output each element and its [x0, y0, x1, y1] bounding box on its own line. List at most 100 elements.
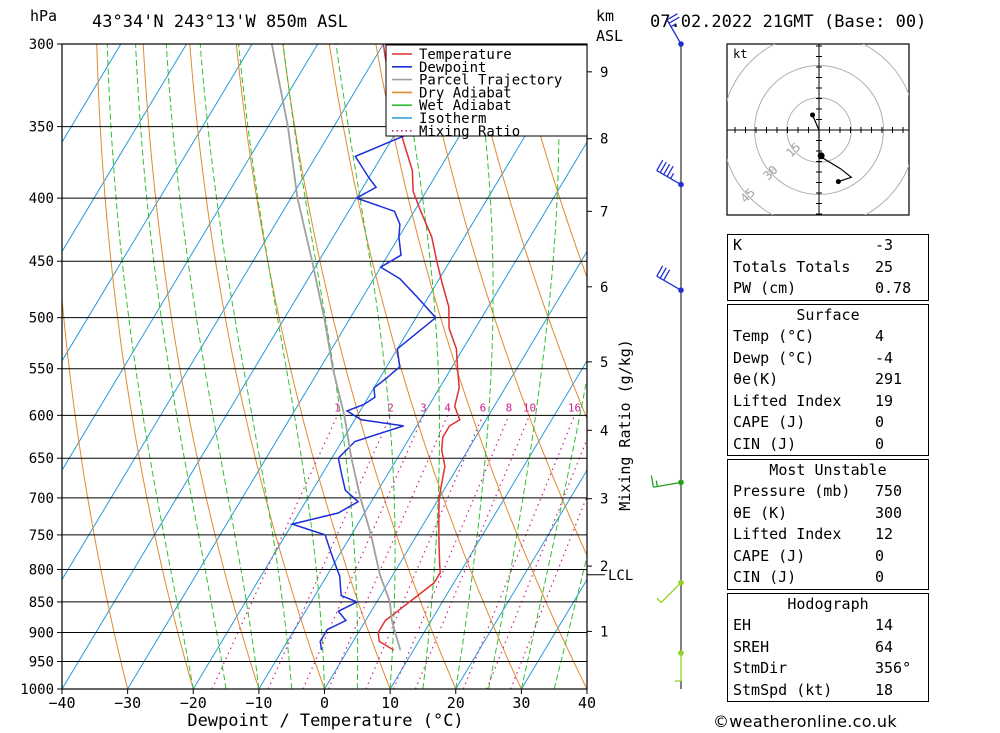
temperature-tick-label: 10	[381, 694, 399, 712]
wet-adiabat-line	[455, 44, 494, 689]
pressure-tick-label: 550	[29, 362, 54, 378]
surface-index-value: 0	[875, 413, 885, 431]
unstable-index-row: CAPE (J) 0	[728, 546, 928, 568]
basic-indices-table: K -3 Totals Totals 25 PW (cm) 0.78	[727, 234, 929, 301]
hodograph-index-row: EH 14	[728, 615, 928, 637]
pressure-tick-label: 900	[29, 626, 54, 642]
dewpoint-line	[289, 44, 445, 651]
dry-adiabat-line	[142, 44, 260, 689]
hodograph-title: Hodograph	[787, 595, 869, 613]
mixing-ratio-line	[486, 437, 587, 689]
legend-entry: Temperature	[419, 47, 512, 63]
pressure-tick-label: 850	[29, 595, 54, 611]
wet-adiabat-line	[238, 44, 325, 689]
hodograph-table: Hodograph EH 14 SREH 64 StmDir 356° StmSpd (kt…	[727, 593, 929, 702]
wind-barb-flag	[668, 16, 680, 24]
hodograph-index-value: 64	[875, 637, 894, 656]
pressure-tick-label: 400	[29, 191, 54, 207]
wet-adiabat-line	[135, 44, 227, 689]
unstable-index-value: 750	[875, 482, 903, 500]
surface-index-value: 291	[875, 370, 903, 388]
basic-index-label: Totals Totals	[733, 257, 851, 276]
lcl-label: LCL	[608, 568, 633, 584]
surface-index-label: Lifted Index	[733, 391, 842, 410]
wind-barb-staff	[660, 582, 682, 603]
dry-adiabat-line	[514, 44, 587, 279]
wind-barb-flag	[670, 23, 677, 28]
copyright-link[interactable]: ©weatheronline.co.uk	[713, 712, 897, 731]
dry-adiabat-line	[468, 44, 587, 421]
surface-index-row: Lifted Index 19	[728, 391, 928, 413]
basic-index-value: 0.78	[875, 279, 912, 297]
surface-index-label: CAPE (J)	[733, 413, 806, 431]
mixing-ratio-label: 6	[480, 401, 487, 414]
basic-index-row: PW (cm) 0.78	[728, 278, 928, 300]
km-label: km	[596, 7, 615, 25]
altitude-tick-label: 2	[600, 559, 608, 575]
temperature-tick-label: −40	[48, 694, 75, 712]
basic-index-row: K -3	[728, 235, 928, 257]
temperature-tick-label: 20	[447, 694, 465, 712]
basic-index-label: PW (cm)	[733, 279, 797, 297]
basic-index-value: -3	[875, 236, 894, 254]
hodograph-marker	[810, 112, 816, 118]
isotherm-line	[62, 44, 187, 253]
pressure-tick-label: 350	[29, 120, 54, 136]
unstable-index-row: θE (K) 300	[728, 503, 928, 525]
plot-frame	[61, 43, 588, 690]
hodograph-index-row: StmDir 356°	[728, 658, 928, 680]
legend-entry: Mixing Ratio	[419, 124, 520, 140]
surface-index-row: Temp (°C) 4	[728, 326, 928, 348]
surface-index-value: 0	[875, 434, 885, 453]
altitude-tick-label: 1	[600, 624, 608, 640]
wind-barb-flag	[656, 597, 662, 603]
datetime-title: 07.02.2022 21GMT (Base: 00)	[650, 12, 927, 32]
parcel-trajectory-line	[270, 44, 402, 651]
wind-barb-flag	[656, 159, 664, 171]
altitude-tick-label: 9	[600, 65, 608, 81]
isotherm-line	[192, 44, 581, 689]
surface-index-row: θe(K) 291	[728, 369, 928, 391]
pressure-tick-label: 600	[29, 408, 54, 424]
hodograph-index-value: 356°	[875, 659, 912, 677]
isotherm-line	[455, 469, 587, 689]
surface-index-value: -4	[875, 348, 894, 367]
surface-index-row: CAPE (J) 0	[728, 412, 928, 434]
most-unstable-table: Most Unstable Pressure (mb) 750 θE (K) 300 L…	[727, 459, 929, 590]
surface-index-label: Temp (°C)	[733, 327, 815, 345]
temperature-tick-label: 0	[320, 694, 329, 712]
hodograph-index-label: EH	[733, 616, 752, 634]
dry-adiabat-line	[282, 44, 457, 689]
pressure-tick-label: 300	[29, 37, 54, 53]
mixing-ratio-label: 10	[523, 401, 536, 414]
isotherm-line	[127, 44, 516, 689]
wind-barb-flag	[655, 480, 659, 487]
hodograph-trace	[811, 114, 853, 183]
mixing-ratio-line	[211, 415, 338, 689]
hodograph-marker	[835, 179, 841, 185]
unstable-index-label: Lifted Index	[733, 525, 842, 543]
surface-index-row: CIN (J) 0	[728, 434, 928, 456]
hodograph-index-label: StmDir	[733, 659, 788, 677]
hodograph-index-value: 14	[875, 616, 894, 634]
most-unstable-title: Most Unstable	[769, 461, 887, 479]
unstable-index-label: CIN (J)	[733, 568, 797, 586]
temperature-tick-label: −30	[114, 694, 141, 712]
mixing-ratio-label: 1	[334, 401, 341, 414]
mixing-ratio-label: 4	[444, 401, 451, 414]
temperature-tick-label: −10	[245, 694, 272, 712]
unstable-index-row: Lifted Index 12	[728, 524, 928, 546]
wind-barb-staff	[656, 275, 682, 291]
hodograph-index-row: SREH 64	[728, 637, 928, 659]
mixing-ratio-line	[510, 494, 587, 689]
wet-adiabat-line	[165, 44, 260, 689]
wet-adiabat-line	[488, 44, 560, 689]
legend-entry: Wet Adiabat	[419, 98, 512, 114]
surface-title: Surface	[796, 306, 860, 324]
wind-barb-flag	[670, 173, 675, 179]
unstable-index-label: θE (K)	[733, 503, 788, 522]
